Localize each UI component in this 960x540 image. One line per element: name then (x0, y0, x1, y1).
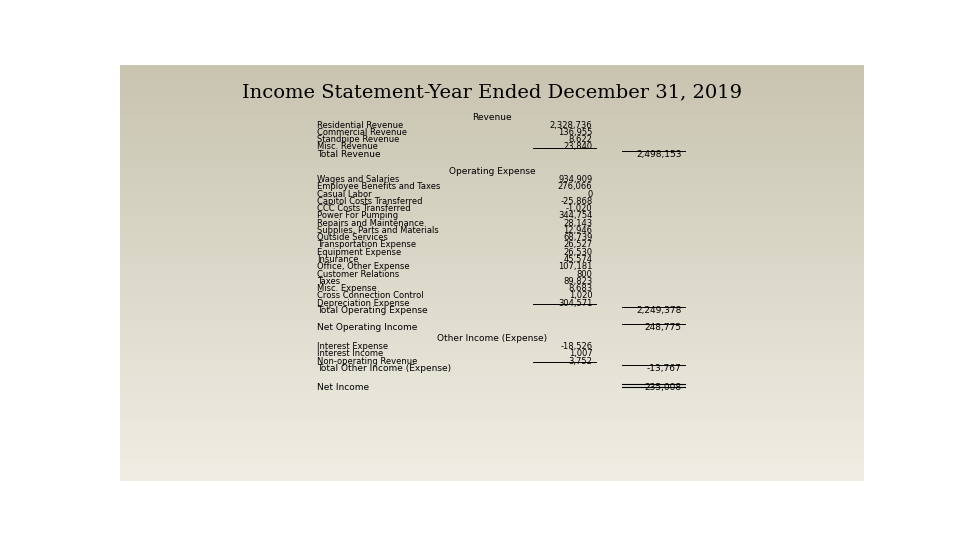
Text: Equipment Expense: Equipment Expense (317, 248, 401, 256)
Text: Customer Relations: Customer Relations (317, 269, 399, 279)
Text: -1,020: -1,020 (565, 204, 592, 213)
Text: Non-operating Revenue: Non-operating Revenue (317, 357, 418, 366)
Text: Misc. Revenue: Misc. Revenue (317, 143, 378, 151)
Text: 45,574: 45,574 (564, 255, 592, 264)
Text: -25,868: -25,868 (561, 197, 592, 206)
Text: 344,754: 344,754 (558, 211, 592, 220)
Text: Power For Pumping: Power For Pumping (317, 211, 398, 220)
Text: 68,739: 68,739 (564, 233, 592, 242)
Text: Supplies, Parts and Materials: Supplies, Parts and Materials (317, 226, 439, 235)
Text: 136,955: 136,955 (558, 128, 592, 137)
Text: 2,249,378: 2,249,378 (636, 306, 682, 315)
Text: Standpipe Revenue: Standpipe Revenue (317, 135, 399, 144)
Text: Total Other Income (Expense): Total Other Income (Expense) (317, 364, 451, 373)
Text: 248,775: 248,775 (645, 323, 682, 332)
Text: 800: 800 (577, 269, 592, 279)
Text: Outside Services: Outside Services (317, 233, 388, 242)
Text: CCC Costs Transferred: CCC Costs Transferred (317, 204, 411, 213)
Text: 28,143: 28,143 (564, 219, 592, 228)
Text: 26,527: 26,527 (564, 240, 592, 249)
Text: 1,007: 1,007 (568, 349, 592, 359)
Text: Wages and Salaries: Wages and Salaries (317, 175, 399, 184)
Text: Total Operating Expense: Total Operating Expense (317, 306, 428, 315)
Text: Office, Other Expense: Office, Other Expense (317, 262, 410, 271)
Text: 8,622: 8,622 (568, 135, 592, 144)
Text: 2,498,153: 2,498,153 (636, 150, 682, 159)
Text: -18,526: -18,526 (561, 342, 592, 351)
Text: Net Income: Net Income (317, 383, 370, 393)
Text: Casual Labor: Casual Labor (317, 190, 372, 199)
Text: 1,020: 1,020 (569, 292, 592, 300)
Text: 0: 0 (588, 190, 592, 199)
Text: Employee Benefits and Taxes: Employee Benefits and Taxes (317, 183, 441, 191)
Text: Total Revenue: Total Revenue (317, 150, 381, 159)
Text: Depreciation Expense: Depreciation Expense (317, 299, 410, 308)
Text: 235,008: 235,008 (644, 383, 682, 393)
Text: Operating Expense: Operating Expense (448, 167, 536, 176)
Text: Repairs and Maintenance: Repairs and Maintenance (317, 219, 424, 228)
Text: Net Operating Income: Net Operating Income (317, 323, 418, 332)
Text: 304,571: 304,571 (558, 299, 592, 308)
Text: 8,683: 8,683 (568, 284, 592, 293)
Text: 23,840: 23,840 (564, 143, 592, 151)
Text: Insurance: Insurance (317, 255, 359, 264)
Text: 12,946: 12,946 (564, 226, 592, 235)
Text: Transportation Expense: Transportation Expense (317, 240, 417, 249)
Text: -13,767: -13,767 (647, 364, 682, 373)
Text: Other Income (Expense): Other Income (Expense) (437, 334, 547, 343)
Text: 107,181: 107,181 (558, 262, 592, 271)
Text: Commercial Revenue: Commercial Revenue (317, 128, 407, 137)
Text: 89,823: 89,823 (564, 277, 592, 286)
Text: 26,530: 26,530 (564, 248, 592, 256)
Text: Interest Expense: Interest Expense (317, 342, 388, 351)
Text: Misc. Expense: Misc. Expense (317, 284, 377, 293)
Text: Income Statement-Year Ended December 31, 2019: Income Statement-Year Ended December 31,… (242, 84, 742, 102)
Text: 2,328,736: 2,328,736 (550, 120, 592, 130)
Text: Residential Revenue: Residential Revenue (317, 120, 403, 130)
Text: Interest Income: Interest Income (317, 349, 383, 359)
Text: 276,066: 276,066 (558, 183, 592, 191)
Text: 934,909: 934,909 (558, 175, 592, 184)
Text: Taxes: Taxes (317, 277, 340, 286)
Text: Cross Connection Control: Cross Connection Control (317, 292, 423, 300)
Text: Revenue: Revenue (472, 113, 512, 122)
Text: Capitol Costs Transferred: Capitol Costs Transferred (317, 197, 422, 206)
Text: 3,752: 3,752 (568, 357, 592, 366)
